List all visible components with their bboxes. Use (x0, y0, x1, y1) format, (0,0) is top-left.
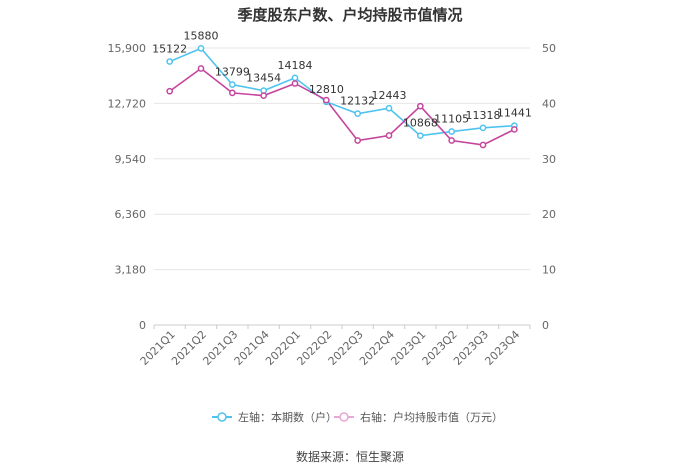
data-point-left (166, 58, 174, 65)
data-label: 13454 (246, 72, 281, 85)
data-point-left (197, 44, 205, 52)
data-point-right (260, 92, 268, 99)
left-tick-label: 9,540 (115, 153, 147, 166)
data-point-right (479, 141, 487, 149)
data-point-left (228, 81, 236, 88)
data-label: 11105 (434, 113, 469, 126)
data-label: 15880 (184, 29, 219, 42)
data-label: 13799 (215, 66, 250, 79)
data-point-right (166, 87, 174, 95)
legend-item-right[interactable]: 右轴：户均持股市值（万元） (334, 410, 503, 424)
data-point-right (385, 132, 393, 139)
series-layer (166, 44, 518, 149)
data-point-right (322, 96, 330, 104)
data-point-right (197, 65, 205, 72)
data-point-right (228, 89, 236, 97)
left-tick-label: 0 (139, 319, 146, 332)
right-tick-label: 20 (542, 208, 556, 221)
x-tick-label: 2023Q4 (482, 328, 522, 368)
data-label: 12443 (372, 89, 407, 102)
data-label: 12810 (309, 83, 344, 96)
data-point-right (354, 137, 362, 144)
series-line-left (169, 47, 515, 137)
right-tick-label: 0 (542, 319, 549, 332)
data-point-left (448, 128, 456, 135)
legend-swatch-marker (339, 412, 349, 422)
data-label: 11318 (466, 109, 501, 122)
data-point-left (291, 74, 299, 82)
data-point-left (354, 110, 362, 117)
x-axis: 2021Q12021Q22021Q32021Q42022Q12022Q22022… (138, 325, 531, 368)
left-axis: 0 3,180 6,360 9,540 12,720 15,900 (108, 42, 147, 332)
chart-title: 季度股东户数、户均持股市值情况 (237, 6, 462, 24)
data-label: 12132 (340, 95, 375, 108)
data-label: 11441 (497, 107, 532, 120)
legend-swatch-marker (217, 412, 227, 422)
right-tick-label: 50 (542, 42, 556, 55)
data-point-right (510, 126, 518, 133)
data-point-left (385, 104, 393, 112)
right-tick-label: 10 (542, 264, 556, 277)
right-tick-label: 40 (542, 97, 556, 110)
data-label: 14184 (278, 59, 313, 72)
legend-item-left[interactable]: 左轴：本期数（户） (212, 410, 337, 424)
data-point-left (416, 132, 424, 140)
data-point-left (479, 124, 487, 132)
data-point-right (416, 102, 424, 110)
legend[interactable]: 左轴：本期数（户） 右轴：户均持股市值（万元） (212, 410, 503, 424)
data-label: 10868 (403, 117, 438, 130)
left-tick-label: 15,900 (108, 42, 147, 55)
left-tick-label: 6,360 (115, 208, 147, 221)
legend-label-right: 右轴：户均持股市值（万元） (360, 410, 503, 424)
right-tick-label: 30 (542, 153, 556, 166)
data-source: 数据来源：恒生聚源 (296, 449, 404, 464)
left-tick-label: 3,180 (115, 264, 147, 277)
series-line-right (169, 67, 515, 146)
data-point-right (448, 137, 456, 144)
right-axis: 0 10 20 30 40 50 (542, 42, 556, 332)
left-tick-label: 12,720 (108, 97, 147, 110)
legend-label-left: 左轴：本期数（户） (238, 410, 337, 424)
data-label: 15122 (152, 43, 187, 56)
data-point-right (291, 80, 299, 87)
